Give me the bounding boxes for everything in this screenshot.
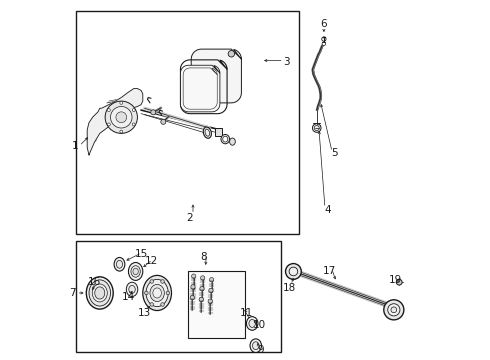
Circle shape — [107, 123, 110, 126]
Ellipse shape — [246, 317, 258, 330]
Bar — [215, 129, 221, 136]
Ellipse shape — [223, 136, 228, 142]
Circle shape — [150, 303, 153, 306]
Circle shape — [199, 297, 203, 302]
Ellipse shape — [92, 284, 107, 302]
Circle shape — [132, 123, 135, 126]
Circle shape — [192, 274, 196, 278]
Bar — [76, 241, 281, 352]
Circle shape — [151, 110, 156, 115]
Text: 13: 13 — [138, 308, 151, 318]
PathPatch shape — [180, 65, 220, 112]
Text: 7: 7 — [69, 288, 75, 298]
Text: 10: 10 — [253, 320, 266, 330]
Ellipse shape — [249, 319, 255, 327]
Circle shape — [286, 264, 301, 279]
Text: 15: 15 — [134, 248, 147, 258]
Ellipse shape — [131, 266, 140, 277]
Ellipse shape — [86, 277, 113, 309]
Text: 8: 8 — [200, 252, 207, 262]
Circle shape — [111, 107, 132, 128]
Ellipse shape — [252, 342, 259, 350]
Ellipse shape — [117, 260, 122, 268]
Circle shape — [105, 101, 137, 134]
Text: 16: 16 — [88, 277, 101, 287]
Ellipse shape — [95, 287, 105, 299]
Ellipse shape — [153, 288, 161, 298]
Ellipse shape — [133, 268, 138, 275]
Ellipse shape — [126, 282, 138, 297]
Text: 14: 14 — [122, 292, 135, 302]
Text: 18: 18 — [283, 283, 296, 293]
Circle shape — [314, 126, 319, 131]
Bar — [188, 271, 245, 338]
Circle shape — [116, 112, 126, 123]
Circle shape — [191, 285, 195, 289]
Ellipse shape — [89, 280, 111, 306]
Circle shape — [161, 303, 164, 306]
Ellipse shape — [203, 127, 212, 138]
Circle shape — [120, 130, 122, 133]
Circle shape — [120, 102, 122, 104]
Ellipse shape — [221, 134, 230, 144]
Ellipse shape — [230, 138, 235, 145]
Ellipse shape — [146, 279, 168, 307]
Circle shape — [396, 279, 402, 285]
Text: 1: 1 — [72, 141, 78, 151]
PathPatch shape — [191, 49, 242, 103]
Text: 3: 3 — [283, 57, 290, 67]
Circle shape — [208, 299, 212, 303]
Circle shape — [289, 267, 298, 276]
Circle shape — [161, 119, 166, 124]
Circle shape — [200, 287, 204, 291]
Text: 2: 2 — [186, 213, 193, 222]
Text: 17: 17 — [322, 266, 336, 276]
Text: 6: 6 — [320, 19, 327, 29]
Text: 4: 4 — [324, 206, 331, 216]
Circle shape — [150, 280, 153, 283]
Text: 11: 11 — [240, 308, 253, 318]
Ellipse shape — [205, 129, 210, 136]
Ellipse shape — [150, 284, 164, 302]
Circle shape — [132, 109, 135, 112]
Circle shape — [210, 278, 214, 282]
Circle shape — [391, 307, 397, 313]
Bar — [76, 12, 299, 234]
Ellipse shape — [114, 257, 125, 271]
Ellipse shape — [129, 285, 135, 293]
Polygon shape — [87, 89, 143, 155]
Circle shape — [145, 291, 148, 295]
Ellipse shape — [143, 275, 172, 311]
Circle shape — [166, 291, 170, 295]
Text: 5: 5 — [331, 148, 338, 158]
Circle shape — [384, 300, 404, 320]
Text: 12: 12 — [145, 256, 158, 266]
Circle shape — [200, 276, 205, 280]
Text: 19: 19 — [389, 275, 402, 285]
Circle shape — [388, 304, 400, 316]
Ellipse shape — [128, 262, 143, 280]
Circle shape — [161, 280, 164, 283]
Circle shape — [313, 124, 321, 132]
Circle shape — [190, 296, 195, 300]
Circle shape — [228, 50, 235, 57]
Text: 9: 9 — [258, 345, 265, 355]
Circle shape — [209, 288, 213, 293]
Circle shape — [107, 109, 110, 112]
Ellipse shape — [250, 339, 262, 352]
